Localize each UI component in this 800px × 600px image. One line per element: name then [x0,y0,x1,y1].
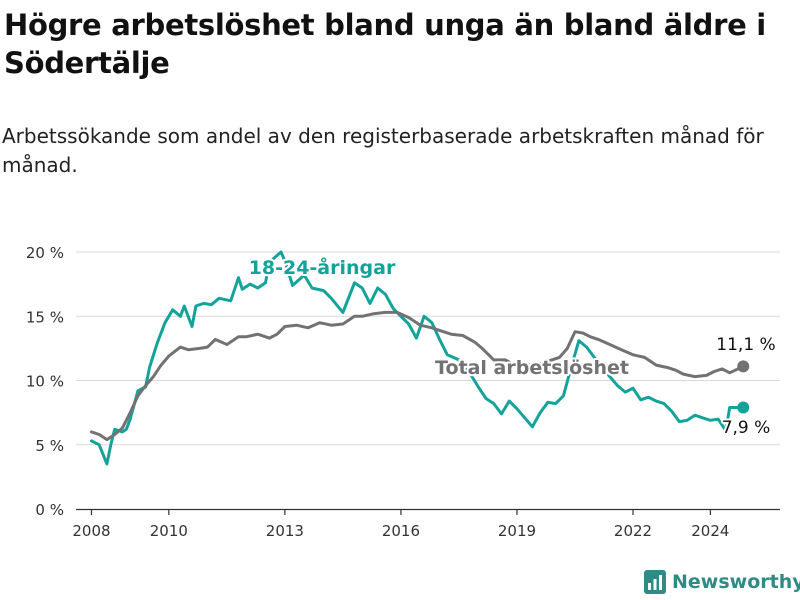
y-tick-label: 0 % [35,501,64,519]
x-tick-label: 2008 [72,522,110,540]
end-label-total: 11,1 % [716,335,775,355]
chart-title: Högre arbetslöshet bland unga än bland ä… [4,8,766,80]
brand-name: Newsworthy [672,571,800,593]
x-tick-label: 2022 [614,522,652,540]
y-tick-label: 20 % [26,244,64,262]
series-line-total [90,310,745,442]
x-tick-label: 2016 [382,522,420,540]
y-tick-label: 5 % [35,437,64,455]
y-tick-label: 10 % [26,373,64,391]
x-tick-label: 2019 [498,522,536,540]
end-label-young: 7,9 % [722,418,771,438]
y-tick-label: 15 % [26,308,64,326]
chart-subtitle: Arbetssökande som andel av den registerb… [2,124,764,177]
series-label-total: Total arbetslöshet [435,357,629,379]
end-marker-total [737,360,750,373]
series-label-young: 18-24-åringar [249,255,396,279]
x-tick-label: 2013 [266,522,304,540]
x-tick-label: 2010 [150,522,188,540]
series-line-young [90,250,745,466]
brand-logo[interactable]: Newsworthy [644,570,800,594]
x-tick-label: 2024 [691,522,729,540]
end-marker-young [737,401,750,414]
newsworthy-logo-icon [644,570,666,594]
